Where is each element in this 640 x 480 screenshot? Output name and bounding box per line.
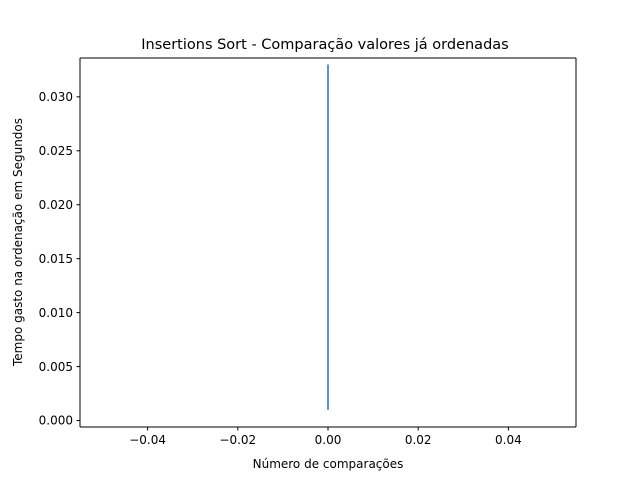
x-tick-label: −0.02 bbox=[219, 433, 256, 447]
y-tick-label: 0.025 bbox=[39, 144, 73, 158]
x-axis-ticks: −0.04 −0.02 0.00 0.02 0.04 bbox=[129, 427, 522, 447]
y-tick-label: 0.005 bbox=[39, 360, 73, 374]
y-axis-ticks: 0.000 0.005 0.010 0.015 0.020 0.025 0.030 bbox=[39, 90, 80, 428]
chart-title: Insertions Sort - Comparação valores já … bbox=[141, 37, 508, 53]
y-tick-label: 0.010 bbox=[39, 306, 73, 320]
y-tick-label: 0.015 bbox=[39, 252, 73, 266]
x-axis-label: Número de comparações bbox=[253, 457, 404, 471]
y-tick-label: 0.000 bbox=[39, 414, 73, 428]
x-tick-label: 0.02 bbox=[405, 433, 432, 447]
y-axis-label: Tempo gasto na ordenação em Segundos bbox=[11, 118, 25, 367]
x-tick-label: −0.04 bbox=[129, 433, 166, 447]
y-tick-label: 0.030 bbox=[39, 90, 73, 104]
x-tick-label: 0.04 bbox=[495, 433, 522, 447]
y-tick-label: 0.020 bbox=[39, 198, 73, 212]
x-tick-label: 0.00 bbox=[315, 433, 342, 447]
